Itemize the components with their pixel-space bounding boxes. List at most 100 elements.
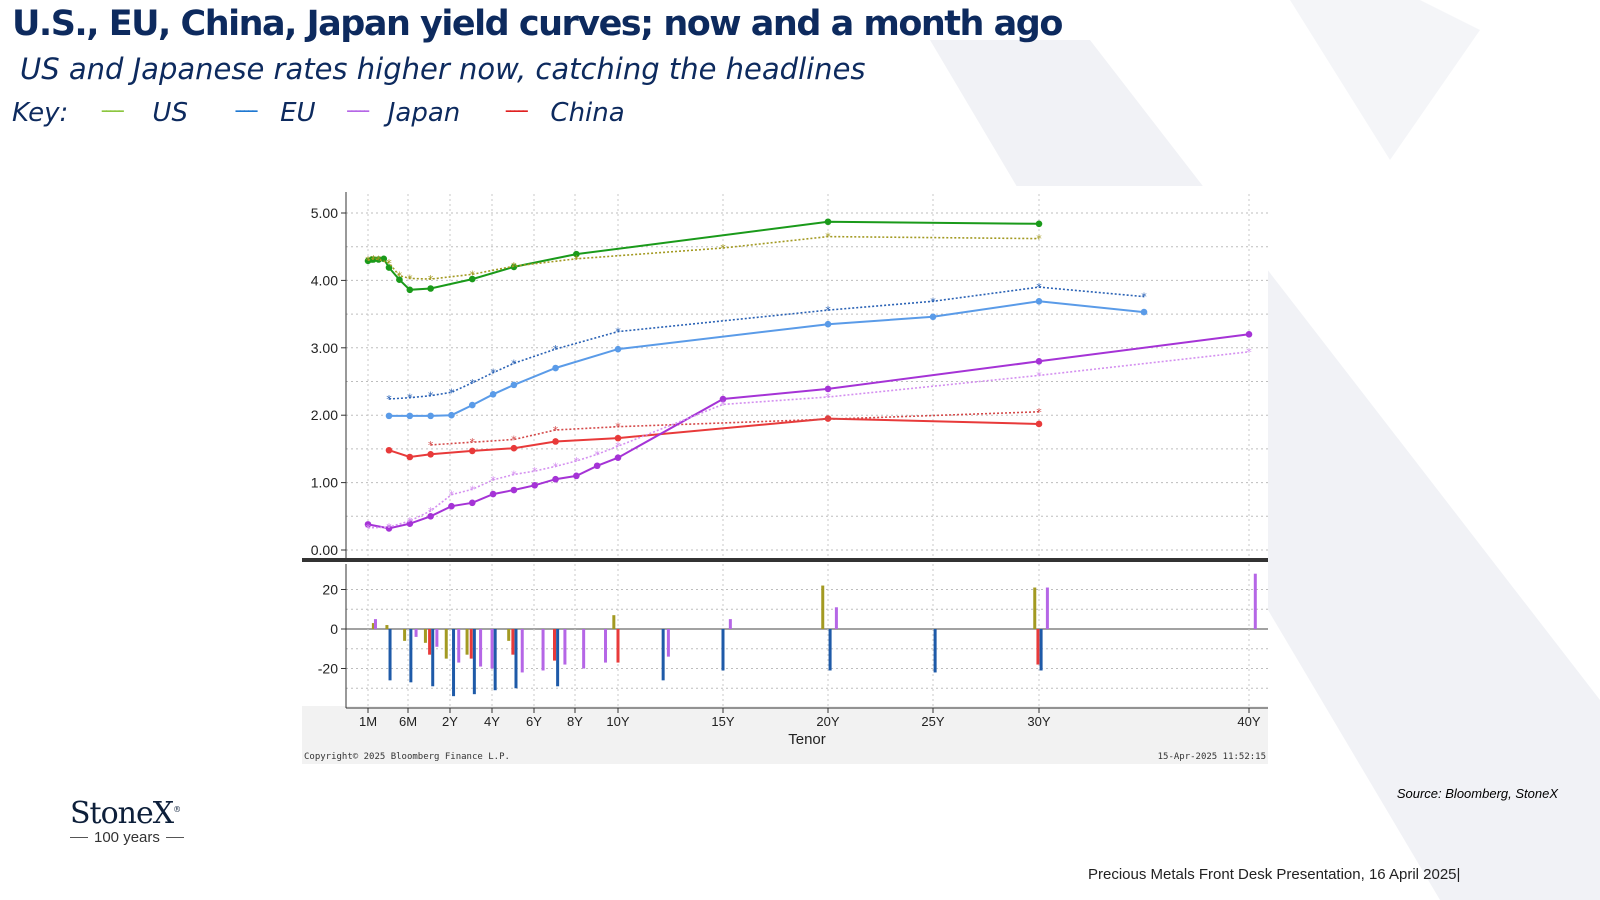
series-point-star: *: [825, 391, 831, 404]
change-bar: [388, 629, 392, 681]
x-axis-label: Tenor: [788, 731, 826, 748]
change-bar: [728, 619, 732, 629]
series-line: [367, 235, 1040, 280]
slide-title: U.S., EU, China, Japan yield curves; now…: [12, 4, 1063, 44]
series-point-star: *: [407, 392, 413, 405]
series-point: [614, 454, 622, 461]
series-point: [385, 525, 393, 532]
series-point-star: *: [1036, 233, 1042, 246]
series-point-star: *: [365, 254, 371, 267]
series-point-star: *: [1036, 406, 1042, 419]
series-point-star: *: [470, 436, 476, 449]
key-dash-eu: -----: [234, 98, 259, 122]
series-point-star: *: [376, 254, 382, 267]
series-point-star: *: [574, 253, 580, 266]
series-point: [448, 411, 455, 419]
series-point: [510, 263, 518, 271]
change-bar: [553, 629, 557, 661]
series-point: [448, 502, 455, 510]
series-point-star: *: [386, 393, 392, 406]
x-tick-label: 20Y: [816, 714, 839, 729]
change-bar: [1036, 629, 1040, 665]
series-point: [427, 412, 434, 420]
series-point-star: *: [407, 272, 413, 285]
yield-curve-chart: * * * * * * * * * * * * * * * * * * * * * * * * * * * * * * * * * * * * * * * *…: [302, 186, 1268, 769]
change-bar: [472, 629, 476, 695]
x-tick-label: 6Y: [526, 714, 542, 729]
change-bar: [828, 629, 832, 671]
key-label-eu: EU: [280, 98, 316, 128]
key-dash-us: -----: [100, 98, 125, 122]
series-point-star: *: [386, 521, 392, 534]
change-bar: [457, 629, 461, 663]
series-point: [824, 218, 832, 226]
change-bar: [661, 629, 665, 681]
series-point: [1245, 331, 1253, 338]
change-bar: [414, 629, 418, 637]
series-point-star: *: [720, 242, 726, 255]
change-bar: [431, 629, 435, 687]
y-tick-label: 5.00: [311, 205, 338, 221]
change-bar: [514, 629, 518, 689]
x-tick-label: 2Y: [442, 714, 458, 729]
series-point-star: *: [449, 386, 455, 399]
series-point-star: *: [574, 455, 580, 468]
series-point: [396, 276, 403, 284]
series-point-star: *: [594, 448, 600, 461]
x-tick-label: 6M: [399, 714, 417, 729]
change-bar: [933, 629, 937, 673]
change-bar: [373, 619, 377, 629]
change-bar: [465, 629, 469, 655]
series-point-star: *: [1036, 369, 1042, 382]
change-bar: [1033, 587, 1037, 629]
series-point-star: *: [511, 469, 517, 482]
change-bar: [490, 629, 494, 669]
x-tick-label: 8Y: [567, 714, 583, 729]
series-point: [824, 385, 832, 393]
series-point-star: *: [615, 326, 621, 339]
y-tick-label: 2.00: [311, 407, 338, 423]
series-point: [489, 490, 497, 498]
change-bar: [563, 629, 567, 665]
change-bar: [1253, 573, 1257, 629]
series-point: [1035, 220, 1043, 228]
series-point: [614, 345, 622, 353]
series-point: [468, 401, 476, 409]
change-bar: [507, 629, 511, 641]
series-point-star: *: [615, 440, 621, 453]
chart-copyright: Copyright© 2025 Bloomberg Finance L.P.: [304, 752, 510, 762]
series-point-star: *: [470, 268, 476, 281]
series-point-star: *: [407, 515, 413, 528]
change-bar: [435, 629, 439, 647]
logo-sub: 100 years: [94, 829, 160, 846]
change-bar: [1045, 587, 1049, 629]
series-point: [427, 513, 434, 520]
source-note: Source: Bloomberg, StoneX: [1396, 786, 1558, 801]
change-bar: [616, 629, 620, 663]
change-bar: [582, 629, 586, 669]
series-point: [929, 313, 937, 321]
chart-footer-band: [302, 706, 1268, 764]
change-bar: [511, 629, 515, 655]
change-bar: [541, 629, 545, 671]
series-point-star: *: [615, 421, 621, 434]
y-tick-label: 3.00: [311, 340, 338, 356]
change-bar: [385, 625, 389, 629]
series-line: [430, 411, 1040, 446]
panel-separator: [302, 558, 1268, 562]
series-point-star: *: [490, 474, 496, 487]
series-point-star: *: [428, 273, 434, 286]
y-tick-label: -20: [318, 661, 338, 677]
series-point: [380, 255, 388, 263]
series-point: [406, 453, 414, 461]
change-bar: [409, 629, 413, 683]
y-tick-label: 0: [330, 621, 338, 637]
series-point: [385, 412, 393, 420]
series-point-star: *: [1141, 291, 1147, 304]
series-point: [468, 447, 476, 455]
x-tick-label: 25Y: [921, 714, 944, 729]
series-point: [427, 450, 434, 458]
x-tick-label: 4Y: [484, 714, 500, 729]
x-tick-label: 30Y: [1027, 714, 1050, 729]
y-tick-label: 20: [322, 582, 338, 598]
